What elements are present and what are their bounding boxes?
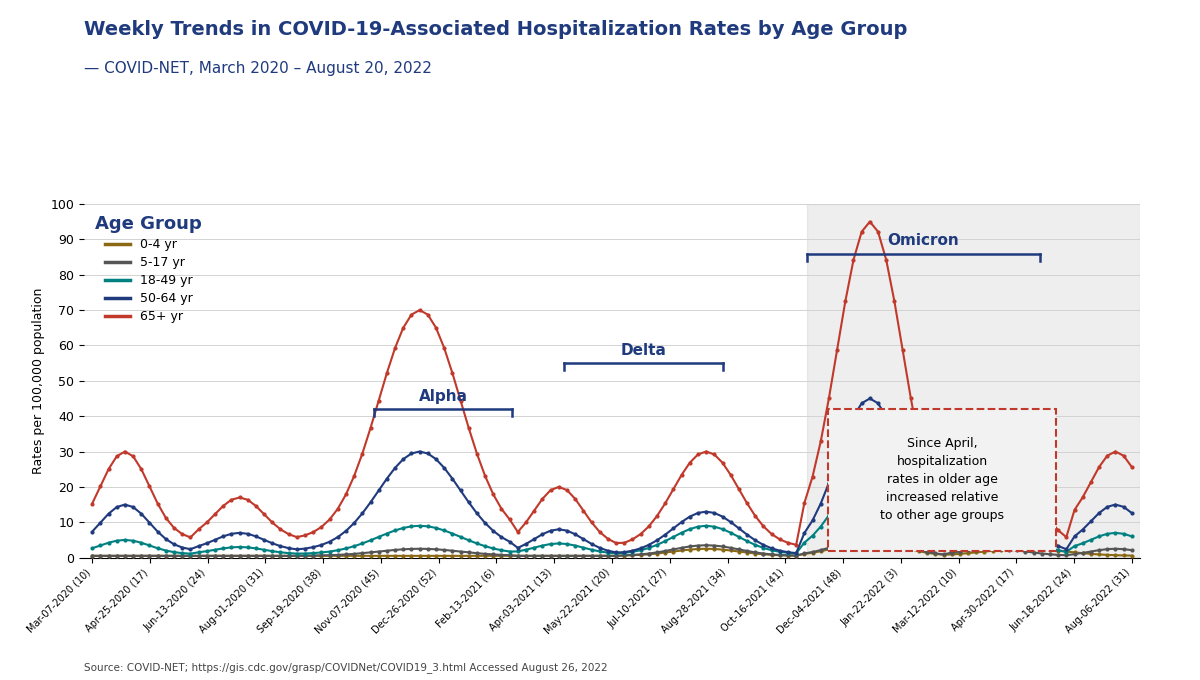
Y-axis label: Rates per 100,000 population: Rates per 100,000 population [32,288,44,474]
Legend: 0-4 yr, 5-17 yr, 18-49 yr, 50-64 yr, 65+ yr: 0-4 yr, 5-17 yr, 18-49 yr, 50-64 yr, 65+… [90,210,208,328]
Text: Weekly Trends in COVID-19-Associated Hospitalization Rates by Age Group: Weekly Trends in COVID-19-Associated Hos… [84,20,907,39]
Text: Omicron: Omicron [888,233,959,248]
Text: — COVID-NET, March 2020 – August 20, 2022: — COVID-NET, March 2020 – August 20, 202… [84,61,432,76]
Text: Delta: Delta [620,343,667,358]
Bar [808,204,1140,558]
Text: Source: COVID-NET; https://gis.cdc.gov/grasp/COVIDNet/COVID19_3.html Accessed Au: Source: COVID-NET; https://gis.cdc.gov/g… [84,662,607,673]
Text: Since April,
hospitalization
rates in older age
increased relative
to other age : Since April, hospitalization rates in ol… [880,437,1004,522]
FancyBboxPatch shape [828,409,1056,551]
Text: Alpha: Alpha [419,389,468,404]
